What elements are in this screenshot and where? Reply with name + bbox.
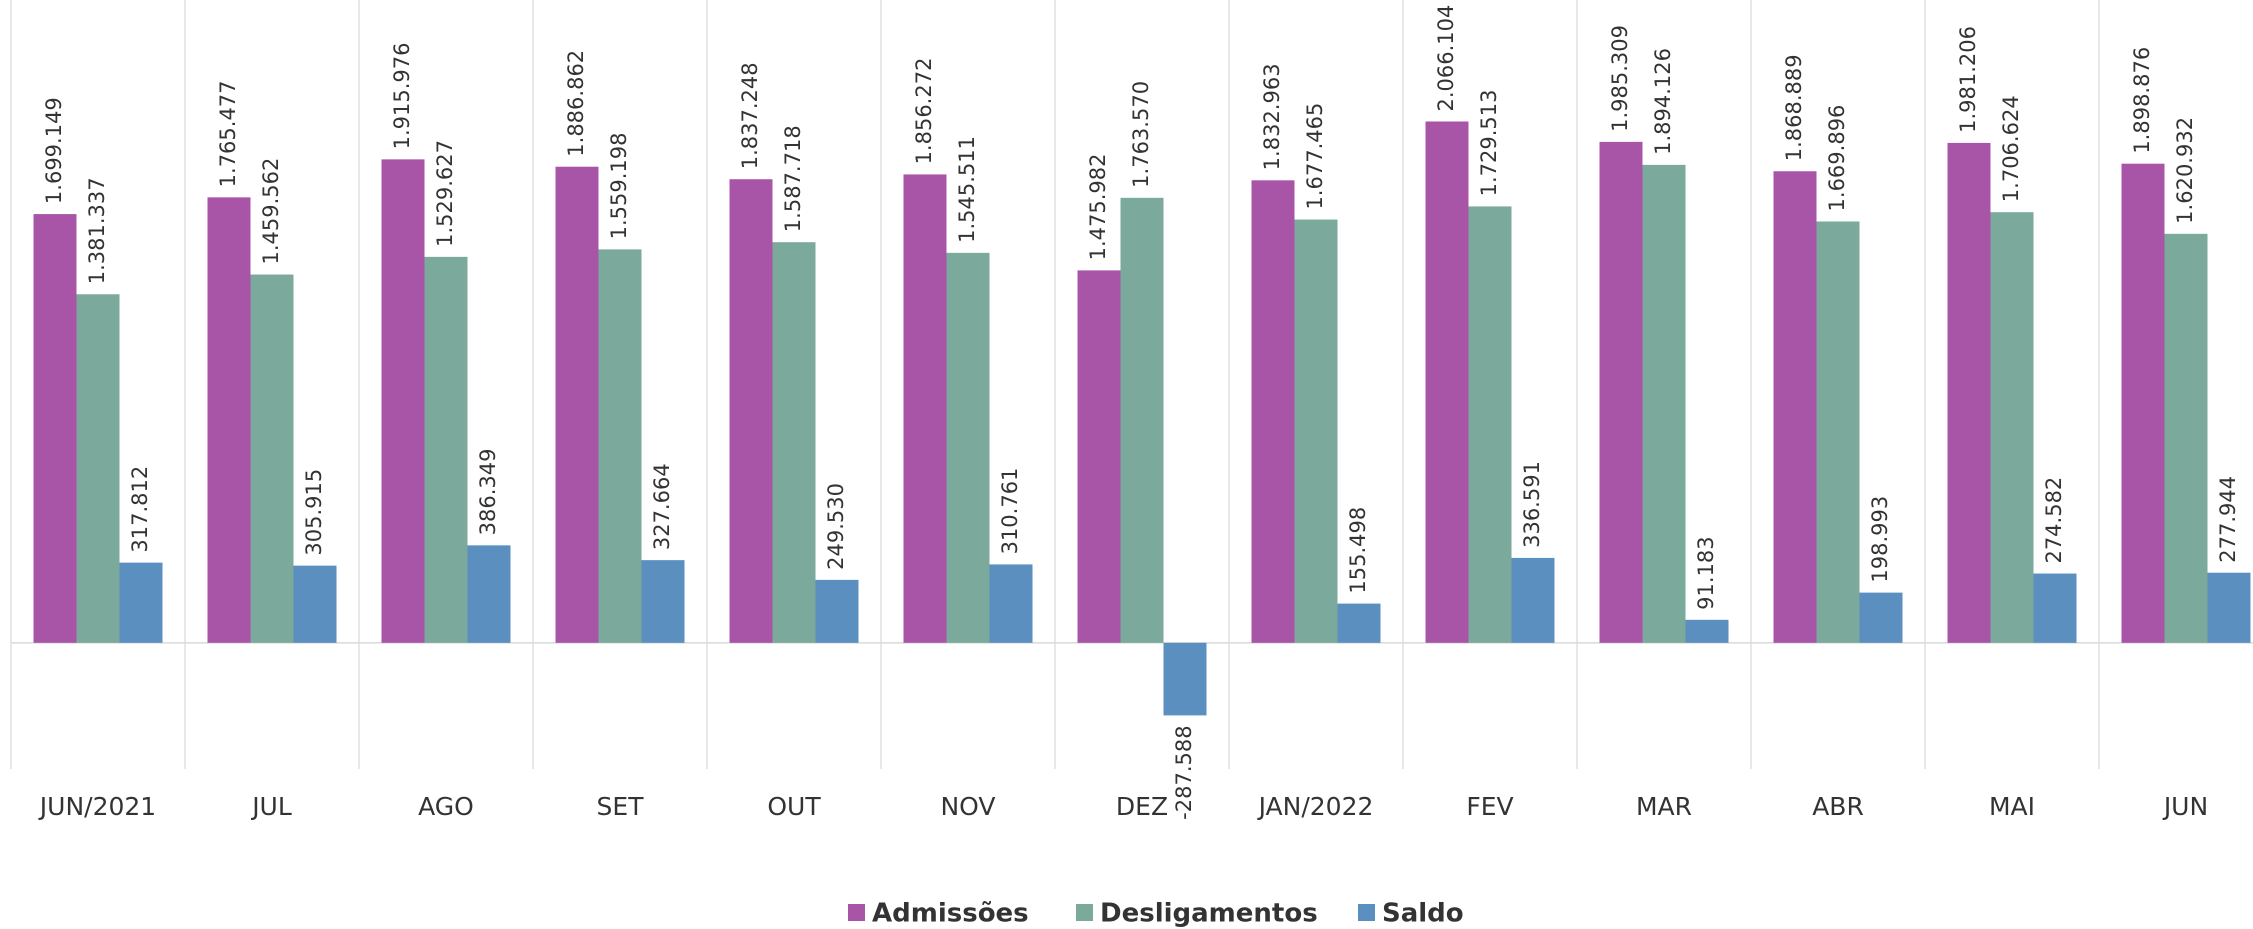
value-label: 327.664 [650, 463, 674, 550]
value-label: 1.981.206 [1956, 26, 1980, 133]
value-label: 1.381.337 [85, 177, 109, 284]
value-label: 1.765.477 [216, 80, 240, 187]
bar [772, 242, 816, 643]
bar [1337, 603, 1381, 643]
bar [33, 214, 77, 643]
value-label: 317.812 [128, 466, 152, 553]
x-tick-label: SET [597, 792, 645, 821]
x-tick-label: JUL [250, 792, 292, 821]
value-label: 1.868.889 [1782, 54, 1806, 161]
value-label: 1.559.198 [607, 133, 631, 240]
value-label: 336.591 [1520, 461, 1544, 548]
value-label: 1.459.562 [259, 158, 283, 265]
bar [2033, 573, 2077, 643]
value-label: 1.545.511 [955, 136, 979, 243]
value-label: 1.729.513 [1477, 90, 1501, 197]
value-label: 310.761 [998, 468, 1022, 555]
value-label: 274.582 [2042, 477, 2066, 564]
x-tick-label: FEV [1466, 792, 1513, 821]
value-label: 155.498 [1346, 507, 1370, 594]
value-label: 1.886.862 [564, 50, 588, 157]
bar [1642, 164, 1686, 643]
value-label: 277.944 [2216, 476, 2240, 563]
value-label: 386.349 [476, 449, 500, 536]
bar [119, 562, 163, 643]
x-tick-label: JAN/2022 [1257, 792, 1374, 821]
bar [555, 166, 599, 643]
x-tick-label: AGO [418, 792, 474, 821]
bar [1685, 619, 1729, 643]
value-label: 91.183 [1694, 536, 1718, 609]
bar [815, 579, 859, 643]
bar [207, 197, 251, 643]
bar [1163, 642, 1207, 716]
bar [467, 545, 511, 643]
value-label: 1.898.876 [2130, 47, 2154, 154]
value-label: 1.699.149 [42, 97, 66, 204]
value-label: 249.530 [824, 483, 848, 570]
bar [1599, 141, 1643, 643]
value-label: 1.894.126 [1651, 48, 1675, 155]
bar [641, 560, 685, 643]
bar [989, 564, 1033, 643]
x-tick-label: ABR [1812, 792, 1864, 821]
bar [1294, 219, 1338, 643]
bar [946, 252, 990, 643]
x-tick-label: JUN [2162, 792, 2208, 821]
bar [1947, 142, 1991, 643]
bar [903, 174, 947, 643]
bar [598, 249, 642, 643]
value-label: -287.588 [1172, 725, 1196, 819]
bar [1425, 121, 1469, 643]
bar [1990, 212, 2034, 643]
bar [250, 274, 294, 643]
bar [1859, 592, 1903, 643]
legend-swatch [1358, 904, 1375, 921]
legend-label: Saldo [1382, 899, 1464, 929]
value-label: 1.706.624 [1999, 95, 2023, 202]
bar [2164, 233, 2208, 643]
legend-swatch [848, 904, 865, 921]
value-label: 1.529.627 [433, 140, 457, 247]
x-tick-label: JUN/2021 [38, 792, 156, 821]
legend-swatch [1076, 904, 1093, 921]
x-tick-label: OUT [767, 792, 821, 821]
bar [1251, 180, 1295, 643]
value-label: 305.915 [302, 469, 326, 556]
bar [76, 294, 120, 643]
x-tick-label: MAI [1989, 792, 2035, 821]
value-label: 1.620.932 [2173, 117, 2197, 224]
bar [1468, 206, 1512, 643]
value-label: 198.993 [1868, 496, 1892, 583]
x-tick-label: DEZ [1116, 792, 1168, 821]
bar [381, 159, 425, 643]
value-label: 1.587.718 [781, 125, 805, 232]
bar [2207, 572, 2251, 643]
x-tick-label: MAR [1636, 792, 1692, 821]
bar [1816, 221, 1860, 643]
bar [424, 256, 468, 643]
legend-label: Desligamentos [1100, 899, 1318, 929]
value-label: 1.856.272 [912, 58, 936, 165]
value-label: 1.669.896 [1825, 105, 1849, 212]
bar [1511, 557, 1555, 643]
bar [1077, 270, 1121, 643]
bar [293, 565, 337, 643]
value-label: 1.475.982 [1086, 154, 1110, 261]
legend-label: Admissões [872, 899, 1029, 929]
bar [2121, 163, 2165, 643]
value-label: 1.915.976 [390, 42, 414, 149]
value-label: 1.677.465 [1303, 103, 1327, 210]
bar [1773, 171, 1817, 643]
value-label: 1.832.963 [1260, 63, 1284, 170]
value-label: 1.985.309 [1608, 25, 1632, 132]
value-label: 2.066.104 [1434, 5, 1458, 112]
value-label: 1.837.248 [738, 62, 762, 169]
x-tick-label: NOV [940, 792, 995, 821]
bar [1120, 197, 1164, 643]
bar [729, 179, 773, 643]
value-label: 1.763.570 [1129, 81, 1153, 188]
